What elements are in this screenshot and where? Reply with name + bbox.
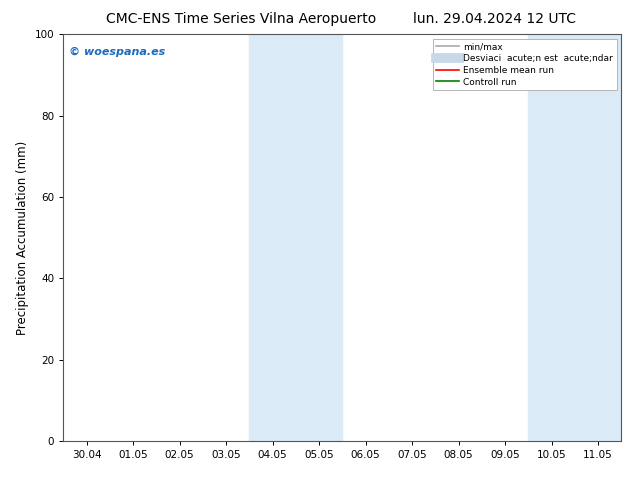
Text: CMC-ENS Time Series Vilna Aeropuerto: CMC-ENS Time Series Vilna Aeropuerto bbox=[106, 12, 376, 26]
Text: © woespana.es: © woespana.es bbox=[69, 47, 165, 56]
Legend: min/max, Desviaci  acute;n est  acute;ndar, Ensemble mean run, Controll run: min/max, Desviaci acute;n est acute;ndar… bbox=[433, 39, 617, 90]
Bar bbox=[249, 34, 342, 441]
Y-axis label: Precipitation Accumulation (mm): Precipitation Accumulation (mm) bbox=[16, 141, 29, 335]
Bar bbox=[528, 34, 621, 441]
Text: lun. 29.04.2024 12 UTC: lun. 29.04.2024 12 UTC bbox=[413, 12, 576, 26]
